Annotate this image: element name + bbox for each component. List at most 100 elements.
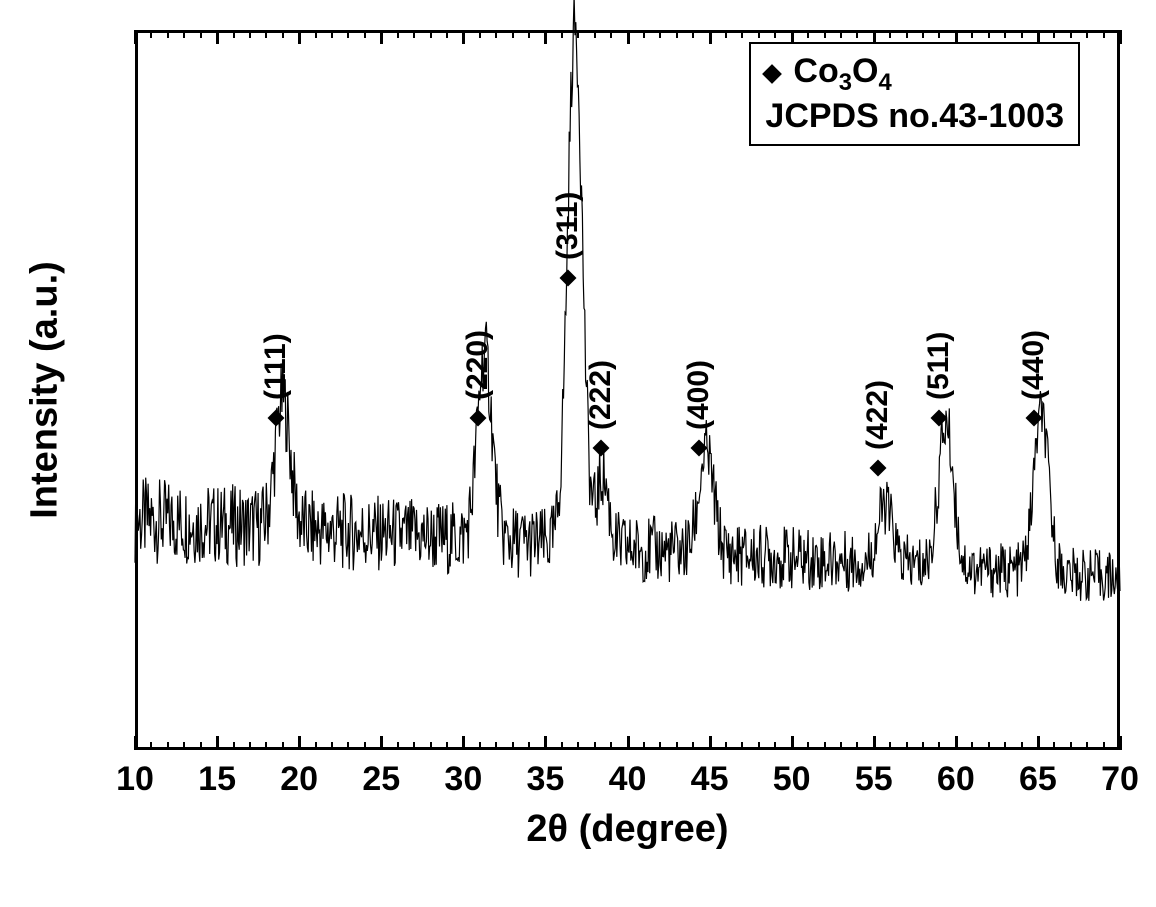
diamond-icon xyxy=(870,460,887,477)
x-minor-tick xyxy=(150,30,152,38)
x-minor-tick xyxy=(446,742,448,750)
x-minor-tick xyxy=(1021,30,1023,38)
x-minor-tick xyxy=(1004,30,1006,38)
x-minor-tick xyxy=(758,742,760,750)
x-minor-tick xyxy=(988,30,990,38)
x-minor-tick xyxy=(659,30,661,38)
x-tick xyxy=(380,736,383,750)
x-minor-tick xyxy=(331,30,333,38)
x-tick xyxy=(380,30,383,44)
x-minor-tick xyxy=(807,742,809,750)
peak-label-text: (440) xyxy=(1017,330,1051,400)
x-minor-tick xyxy=(233,742,235,750)
x-minor-tick xyxy=(479,30,481,38)
x-tick xyxy=(709,736,712,750)
peak-label: (222) xyxy=(584,360,618,454)
x-tick xyxy=(544,30,547,44)
x-minor-tick xyxy=(807,30,809,38)
x-minor-tick xyxy=(249,742,251,750)
diamond-icon xyxy=(930,410,947,427)
peak-label-text: (511) xyxy=(922,332,956,400)
x-minor-tick xyxy=(167,742,169,750)
x-minor-tick xyxy=(922,30,924,38)
x-tick-label: 55 xyxy=(855,760,893,799)
x-tick xyxy=(462,30,465,44)
x-tick xyxy=(216,30,219,44)
x-minor-tick xyxy=(430,30,432,38)
x-minor-tick xyxy=(840,742,842,750)
x-minor-tick xyxy=(889,742,891,750)
x-minor-tick xyxy=(659,742,661,750)
x-minor-tick xyxy=(922,742,924,750)
x-minor-tick xyxy=(347,30,349,38)
x-tick-label: 60 xyxy=(937,760,975,799)
x-tick xyxy=(216,736,219,750)
x-minor-tick xyxy=(446,30,448,38)
x-minor-tick xyxy=(561,30,563,38)
x-minor-tick xyxy=(364,742,366,750)
diamond-icon xyxy=(691,440,708,457)
x-tick xyxy=(1037,736,1040,750)
x-minor-tick xyxy=(561,742,563,750)
x-minor-tick xyxy=(200,30,202,38)
legend-box: Co3O4 JCPDS no.43-1003 xyxy=(749,42,1080,146)
x-minor-tick xyxy=(594,742,596,750)
x-minor-tick xyxy=(167,30,169,38)
x-minor-tick xyxy=(988,742,990,750)
legend-ref-line: JCPDS no.43-1003 xyxy=(765,97,1064,136)
x-axis-label: 2θ (degree) xyxy=(526,808,728,851)
x-minor-tick xyxy=(676,30,678,38)
x-tick xyxy=(709,30,712,44)
peak-label-text: (222) xyxy=(584,360,618,430)
x-tick xyxy=(627,736,630,750)
x-minor-tick xyxy=(282,30,284,38)
x-minor-tick xyxy=(315,742,317,750)
x-minor-tick xyxy=(495,30,497,38)
x-minor-tick xyxy=(1070,742,1072,750)
x-minor-tick xyxy=(1004,742,1006,750)
x-minor-tick xyxy=(249,30,251,38)
x-minor-tick xyxy=(1086,30,1088,38)
diamond-icon xyxy=(592,440,609,457)
x-tick-label: 15 xyxy=(198,760,236,799)
peak-label-text: (111) xyxy=(259,333,293,400)
x-minor-tick xyxy=(479,742,481,750)
peak-label: (111) xyxy=(259,333,293,424)
peak-label-text: (400) xyxy=(682,360,716,430)
x-minor-tick xyxy=(397,742,399,750)
y-axis-label: Intensity (a.u.) xyxy=(24,261,67,519)
x-tick xyxy=(134,30,137,44)
peak-label-text: (220) xyxy=(461,330,495,400)
x-minor-tick xyxy=(889,30,891,38)
x-minor-tick xyxy=(610,30,612,38)
x-minor-tick xyxy=(971,30,973,38)
x-minor-tick xyxy=(856,742,858,750)
x-minor-tick xyxy=(512,742,514,750)
x-minor-tick xyxy=(347,742,349,750)
x-minor-tick xyxy=(282,742,284,750)
x-minor-tick xyxy=(577,30,579,38)
x-minor-tick xyxy=(725,742,727,750)
x-tick xyxy=(1119,30,1122,44)
x-tick xyxy=(955,736,958,750)
x-tick xyxy=(873,736,876,750)
x-minor-tick xyxy=(397,30,399,38)
x-tick-label: 20 xyxy=(280,760,318,799)
x-minor-tick xyxy=(1021,742,1023,750)
x-minor-tick xyxy=(1053,30,1055,38)
peak-label: (220) xyxy=(461,330,495,424)
x-minor-tick xyxy=(413,30,415,38)
x-tick-label: 70 xyxy=(1101,760,1139,799)
x-tick-label: 40 xyxy=(609,760,647,799)
x-minor-tick xyxy=(331,742,333,750)
x-minor-tick xyxy=(692,742,694,750)
x-minor-tick xyxy=(774,742,776,750)
legend-marker-label: Co3O4 xyxy=(793,52,891,97)
x-minor-tick xyxy=(413,742,415,750)
x-minor-tick xyxy=(676,742,678,750)
x-tick-label: 10 xyxy=(116,760,154,799)
x-minor-tick xyxy=(150,742,152,750)
x-minor-tick xyxy=(741,742,743,750)
x-minor-tick xyxy=(758,30,760,38)
x-tick xyxy=(791,736,794,750)
